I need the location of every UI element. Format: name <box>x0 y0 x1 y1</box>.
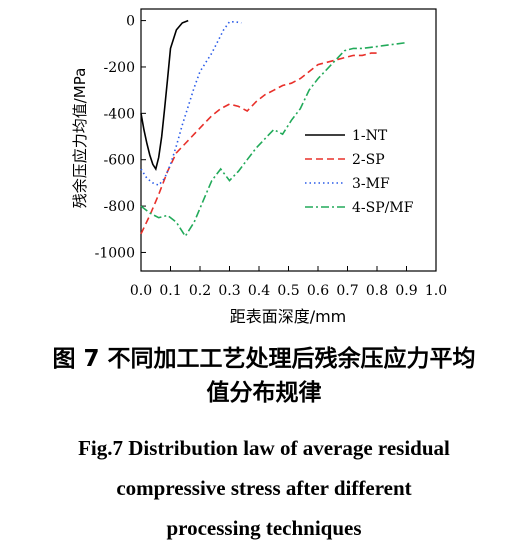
caption-zh-line-1: 图 7 不同加工工艺处理后残余压应力平均 <box>52 346 476 372</box>
caption-en-line-3: processing techniques <box>166 516 362 540</box>
y-axis-label: 残余压应力均值/MPa <box>71 68 89 209</box>
y-tick-label: -400 <box>104 106 135 122</box>
y-tick-label: -800 <box>104 199 135 215</box>
x-tick-label: 0.7 <box>336 283 358 299</box>
x-tick-label: 0.0 <box>130 283 152 299</box>
caption-en-line-1: Fig.7 Distribution law of average residu… <box>78 436 450 460</box>
x-tick-label: 0.8 <box>366 283 388 299</box>
legend: 1-NT 2-SP 3-MF 4-SP/MF <box>305 128 414 216</box>
x-tick-label: 0.4 <box>248 283 270 299</box>
legend-label: 3-MF <box>352 176 390 192</box>
x-tick-label: 0.1 <box>159 283 181 299</box>
legend-label: 2-SP <box>352 152 385 168</box>
y-tick-label: -200 <box>104 60 135 76</box>
x-tick-label: 0.3 <box>218 283 240 299</box>
legend-label: 1-NT <box>352 128 388 144</box>
series-line-1 <box>140 19 189 171</box>
y-tick-label: 0 <box>126 14 135 30</box>
x-tick-label: 0.6 <box>307 283 329 299</box>
x-tick-label: 0.5 <box>277 283 299 299</box>
x-axis-label: 距表面深度/mm <box>230 307 347 326</box>
caption-en-line-2: compressive stress after different <box>116 476 412 500</box>
legend-label: 4-SP/MF <box>352 200 414 216</box>
caption-english: Fig.7 Distribution law of average residu… <box>0 428 528 548</box>
caption-chinese: 图 7 不同加工工艺处理后残余压应力平均 值分布规律 <box>0 342 528 410</box>
y-tick-label: -600 <box>104 153 135 169</box>
plot-frame <box>140 8 437 272</box>
x-tick-label: 0.9 <box>395 283 417 299</box>
caption-zh-line-2: 值分布规律 <box>206 380 322 406</box>
x-tick-label: 1.0 <box>425 283 447 299</box>
series-line-2 <box>140 52 377 235</box>
x-tick-label: 0.2 <box>189 283 211 299</box>
y-tick-label: -1000 <box>95 245 135 261</box>
series-line-3 <box>140 20 242 187</box>
residual-stress-chart: 0.0 0.1 0.2 0.3 0.4 0.5 0.6 0.7 0.8 0.9 1.0 0 -200 -4… <box>71 8 447 326</box>
